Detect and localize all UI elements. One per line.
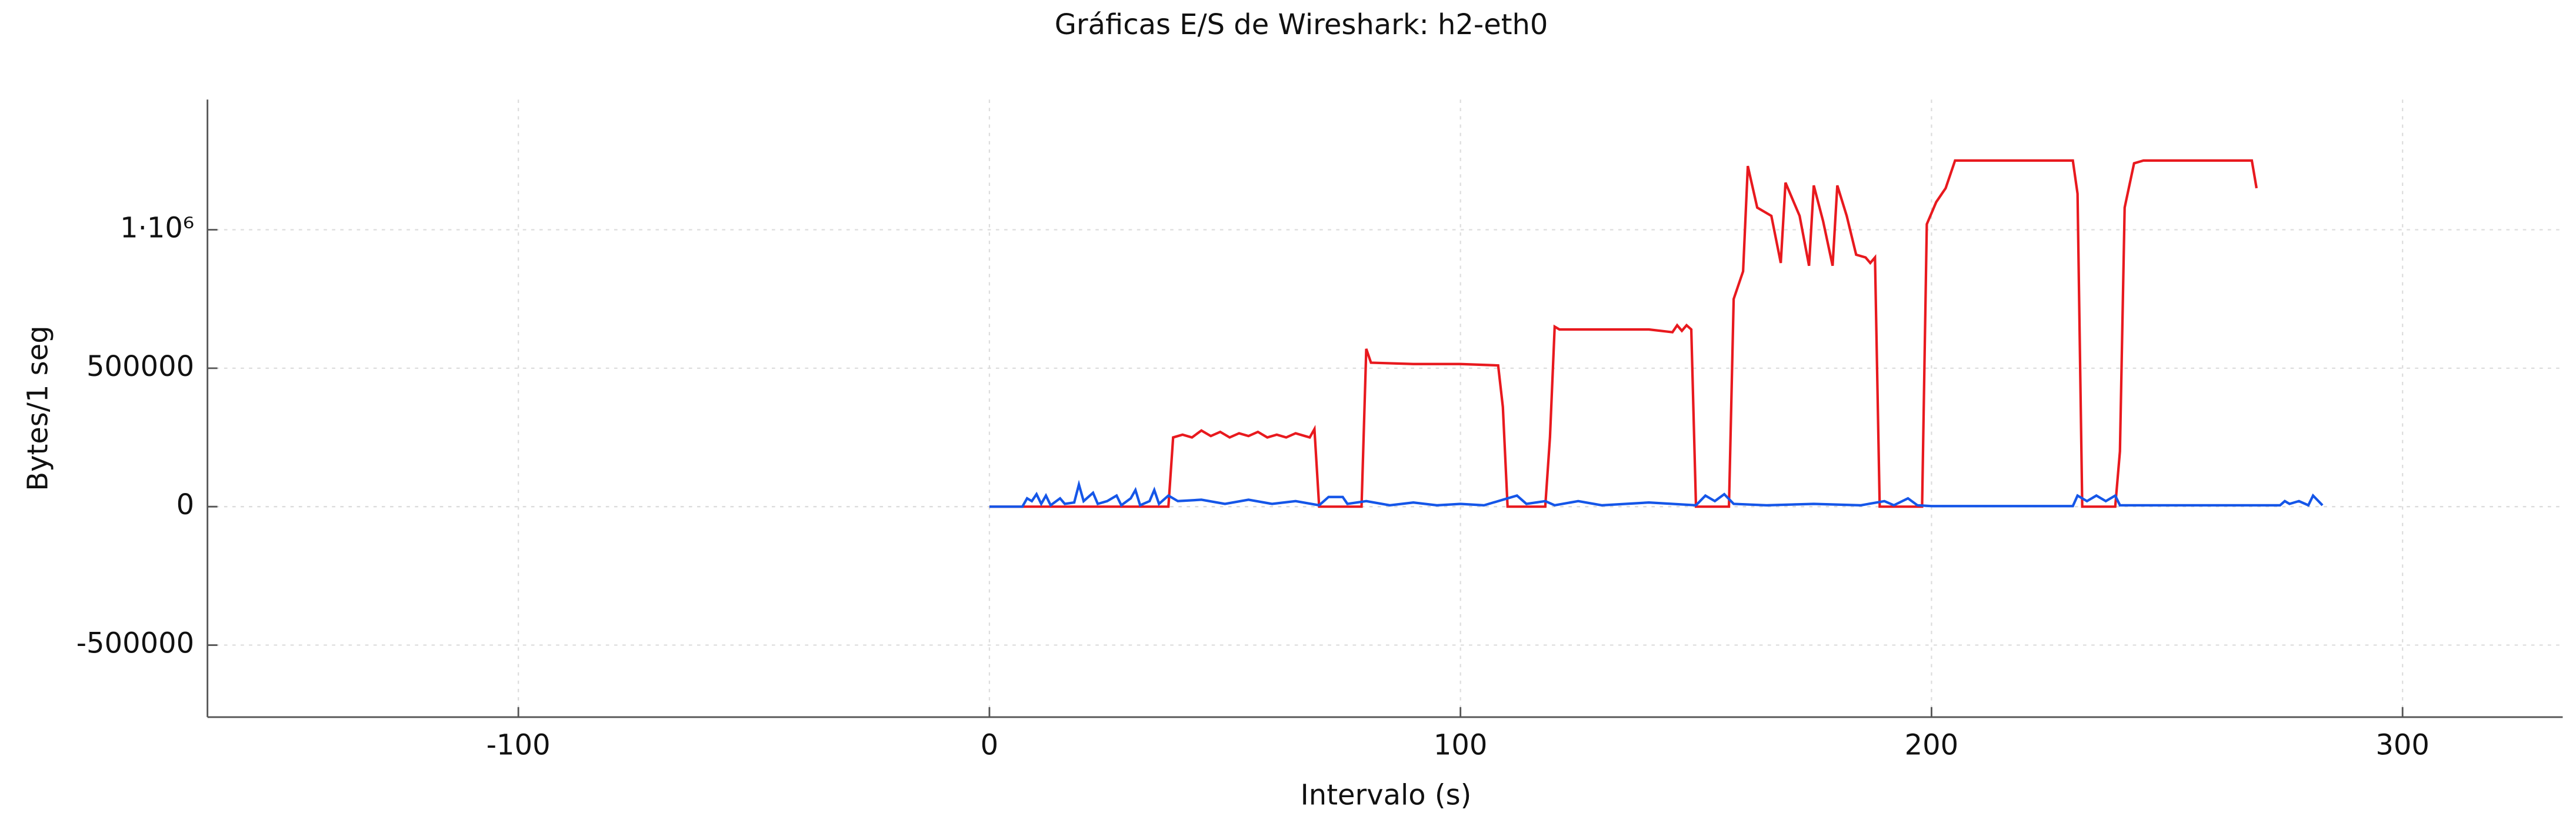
- x-tick-label: 300: [2375, 729, 2430, 762]
- x-tick-label: 0: [981, 729, 999, 762]
- y-tick-label: 0: [176, 488, 195, 521]
- y-tick-label: 500000: [86, 350, 194, 383]
- y-axis-label: Bytes/1 seg: [22, 325, 55, 491]
- x-tick-label: -100: [486, 729, 551, 762]
- x-axis-label: Intervalo (s): [1301, 778, 1472, 811]
- y-tick-label: 1·10⁶: [120, 212, 194, 245]
- data-line: [989, 479, 2324, 508]
- chart-title: Gráficas E/S de Wireshark: h2-eth0: [1055, 8, 1548, 41]
- x-tick-label: 200: [1905, 729, 1959, 762]
- data-line: [989, 159, 2258, 508]
- y-tick-label: -500000: [76, 627, 194, 660]
- x-tick-label: 100: [1434, 729, 1488, 762]
